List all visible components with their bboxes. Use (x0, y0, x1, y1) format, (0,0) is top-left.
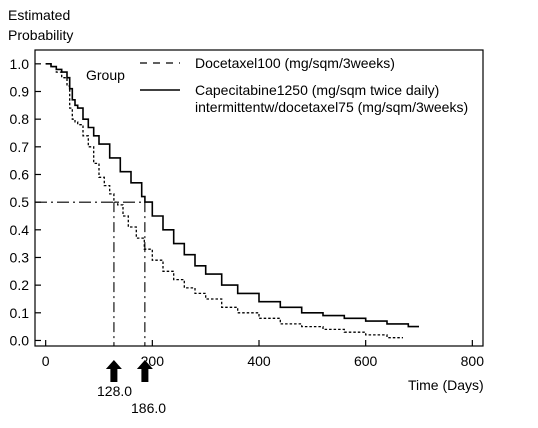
y-axis-label-line1: Estimated (8, 7, 70, 23)
y-ticks: 0.0 0.1 0.2 0.3 0.4 0.5 0.6 0.7 0.8 0.9 1.0 (10, 56, 41, 348)
y-tick-label: 0.3 (10, 249, 30, 265)
x-tick-label: 0 (42, 353, 50, 369)
legend-label-docetaxel: Docetaxel100 (mg/sqm/3weeks) (195, 55, 395, 71)
series-group (45, 63, 419, 339)
y-tick-label: 0.9 (10, 83, 30, 99)
legend-label-capecitabine-line2: intermittentw/docetaxel75 (mg/sqm/3weeks… (195, 99, 468, 115)
y-tick-label: 0.6 (10, 166, 30, 182)
legend-label-capecitabine-line1: Capecitabine1250 (mg/sqm twice daily) (195, 82, 439, 98)
x-ticks: 0 200 400 600 800 (42, 340, 484, 369)
y-axis-label-line2: Probability (8, 27, 73, 43)
median-arrow-docetaxel (105, 360, 122, 382)
x-tick-label: 400 (247, 353, 271, 369)
series-line-capecitabine (45, 63, 419, 328)
median-annotation-capecitabine: 186.0 (131, 400, 166, 416)
y-tick-label: 0.7 (10, 139, 30, 155)
y-tick-label: 0.1 (10, 305, 30, 321)
median-arrow-capecitabine (136, 360, 153, 382)
median-reference-lines (35, 201, 146, 346)
y-tick-label: 0.2 (10, 277, 30, 293)
y-tick-label: 1.0 (10, 56, 30, 72)
median-annotation-docetaxel: 128.0 (97, 383, 132, 399)
legend-title: Group (86, 67, 125, 83)
x-axis-label: Time (Days) (408, 377, 484, 393)
y-tick-label: 0.5 (10, 194, 30, 210)
y-tick-label: 0.4 (10, 222, 30, 238)
y-tick-label: 0.0 (10, 332, 30, 348)
series-line-docetaxel (45, 63, 403, 339)
x-tick-label: 600 (354, 353, 378, 369)
x-tick-label: 800 (461, 353, 485, 369)
legend: Group Docetaxel100 (mg/sqm/3weeks) Capec… (86, 55, 468, 115)
median-arrows (105, 360, 153, 382)
y-tick-label: 0.8 (10, 111, 30, 127)
